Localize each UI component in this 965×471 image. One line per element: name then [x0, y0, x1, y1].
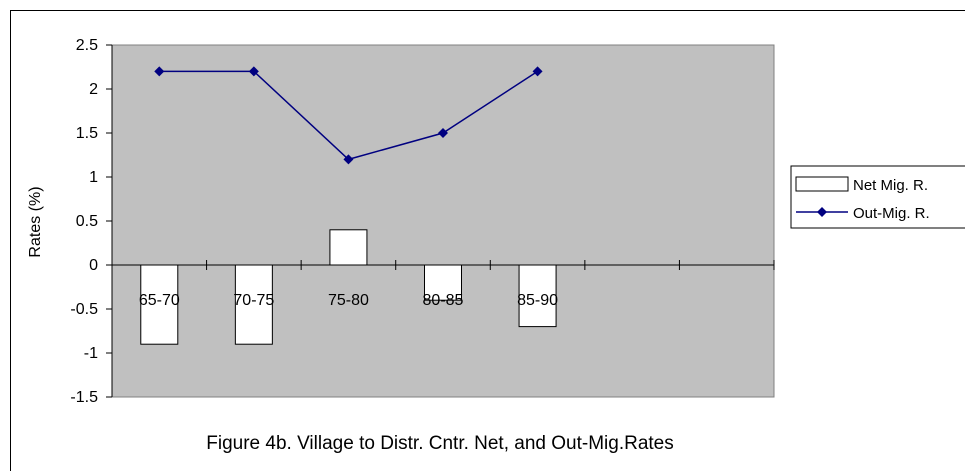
y-tick-labels: 2.5 2 1.5 1 0.5 0 -0.5 -1 -1.5 — [70, 37, 98, 406]
chart-caption: Figure 4b. Village to Distr. Cntr. Net, … — [206, 433, 673, 454]
legend-marker-out-mig — [817, 207, 827, 217]
bar-net-mig — [518, 264, 557, 328]
bar-net-mig — [140, 264, 179, 345]
point-out-mig — [248, 66, 259, 77]
y-tick-label: -1.5 — [70, 389, 98, 406]
y-tick-label: 1 — [89, 169, 98, 186]
point-out-mig — [438, 128, 448, 138]
line-series — [154, 66, 543, 165]
y-tick-label: 2 — [89, 81, 98, 98]
x-tick-label: 65-70 — [139, 292, 180, 309]
x-tick-label: 85-90 — [517, 292, 558, 309]
bar-net-mig — [234, 264, 273, 345]
point-out-mig — [343, 154, 354, 165]
plot-area — [111, 44, 775, 398]
y-tick-label: 2.5 — [76, 37, 98, 54]
x-tick-label: 80-85 — [423, 292, 464, 309]
x-tick-label: 75-80 — [328, 292, 369, 309]
point-out-mig — [154, 66, 165, 77]
y-tick-label: -1 — [84, 345, 98, 362]
y-tick-label: 0.5 — [76, 213, 98, 230]
legend-label-net-mig: Net Mig. R. — [853, 177, 928, 194]
point-out-mig — [532, 66, 543, 77]
y-tick-label: 0 — [89, 257, 98, 274]
legend: Net Mig. R. Out-Mig. R. — [790, 165, 965, 229]
y-axis-label: Rates (%) — [27, 186, 44, 257]
bars — [140, 229, 557, 345]
legend-label-out-mig: Out-Mig. R. — [853, 205, 930, 222]
bar-net-mig — [329, 229, 368, 266]
legend-box — [790, 165, 965, 229]
y-tick-label: -0.5 — [70, 301, 98, 318]
x-tick-labels: 65-70 70-75 75-80 80-85 85-90 — [139, 292, 558, 309]
y-tick-label: 1.5 — [76, 125, 98, 142]
legend-swatch-net-mig — [795, 176, 849, 192]
bar-net-mig — [424, 264, 462, 301]
x-tick-label: 70-75 — [233, 292, 274, 309]
